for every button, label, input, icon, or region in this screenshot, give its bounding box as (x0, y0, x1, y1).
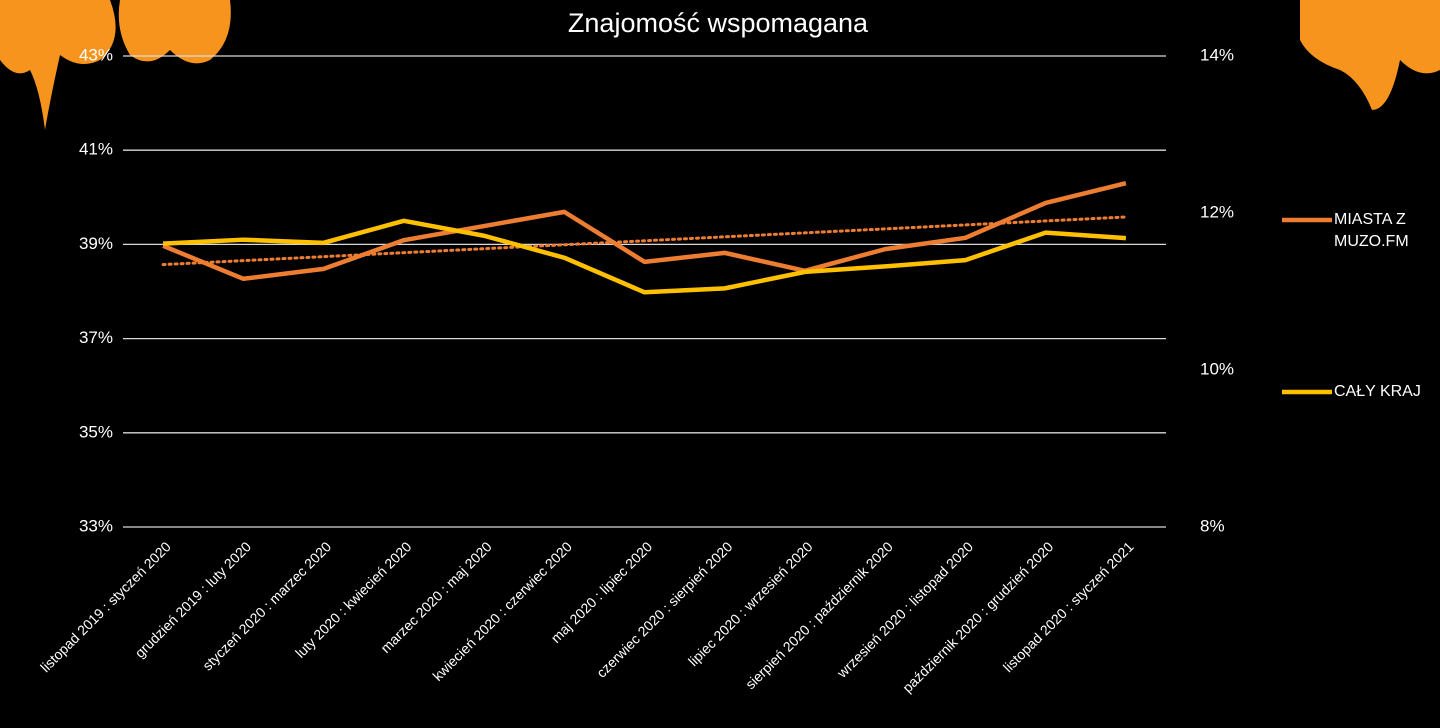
x-tick-label: październik 2020 : grudzień 2020 (899, 538, 1056, 695)
legend-label: CAŁY KRAJ (1334, 381, 1440, 403)
y2-tick-label: 12% (1200, 202, 1234, 221)
y2-tick-label: 8% (1200, 516, 1225, 535)
x-tick-label: listopad 2019 : styczeń 2020 (37, 538, 174, 675)
y2-tick-label: 14% (1200, 45, 1234, 64)
chart-title: Znajomość wspomagana (568, 8, 869, 38)
y-tick-label: 33% (79, 516, 113, 535)
y-tick-label: 37% (79, 328, 113, 347)
chart: Znajomość wspomagana 33% 35% 37% 39% 41% 43% 8… (0, 0, 1440, 728)
page: Znajomość wspomagana 33% 35% 37% 39% 41% 43% 8… (0, 0, 1440, 728)
y-tick-label: 43% (79, 45, 113, 64)
series-line (163, 183, 1126, 279)
x-tick-label: sierpień 2020 : październik 2020 (742, 538, 896, 692)
y-tick-label: 41% (79, 140, 113, 159)
x-tick-label: listopad 2020 : styczeń 2021 (1000, 538, 1137, 675)
y2-tick-label: 10% (1200, 359, 1234, 378)
x-tick-label: styczeń 2020 : marzec 2020 (199, 538, 334, 673)
x-tick-label: wrzesień 2020 : listopad 2020 (833, 538, 976, 681)
x-tick-label: czerwiec 2020 : sierpień 2020 (593, 538, 735, 680)
y-tick-label: 39% (79, 234, 113, 253)
x-tick-label: kwiecień 2020 : czerwiec 2020 (429, 538, 575, 684)
y-tick-label: 35% (79, 422, 113, 441)
legend-label: MIASTA Z MUZO.FM (1334, 209, 1440, 253)
